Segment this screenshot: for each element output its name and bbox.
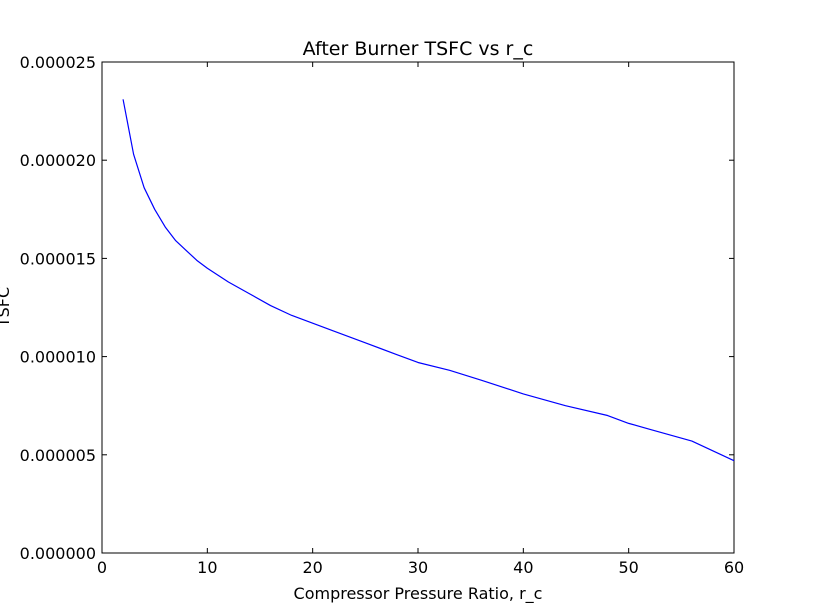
y-tick-label: 0.000025: [20, 53, 96, 72]
series-line-0: [122, 99, 735, 462]
x-axis-ticks: 0 10 20 30 40 50 60: [97, 62, 744, 577]
y-axis-ticks: 0.000000 0.000005 0.000010 0.000015 0.000020…: [20, 53, 734, 563]
x-tick-label: 0: [97, 558, 107, 577]
x-tick-label: 30: [408, 558, 428, 577]
y-tick-label: 0.000000: [20, 544, 96, 563]
chart-title: After Burner TSFC vs r_c: [303, 38, 534, 60]
x-tick-label: 60: [724, 558, 744, 577]
x-tick-label: 40: [513, 558, 533, 577]
y-tick-label: 0.000015: [20, 249, 96, 268]
plot-area: [101, 61, 735, 554]
y-tick-label: 0.000010: [20, 348, 96, 367]
x-tick-label: 50: [618, 558, 638, 577]
series-layer: [122, 99, 735, 462]
y-tick-label: 0.000005: [20, 446, 96, 465]
y-tick-label: 0.000020: [20, 151, 96, 170]
y-axis-title: TSFC: [0, 287, 13, 328]
plot-frame: [101, 61, 735, 554]
x-tick-label: 20: [302, 558, 322, 577]
x-axis-title: Compressor Pressure Ratio, r_c: [294, 584, 543, 604]
x-tick-label: 10: [197, 558, 217, 577]
